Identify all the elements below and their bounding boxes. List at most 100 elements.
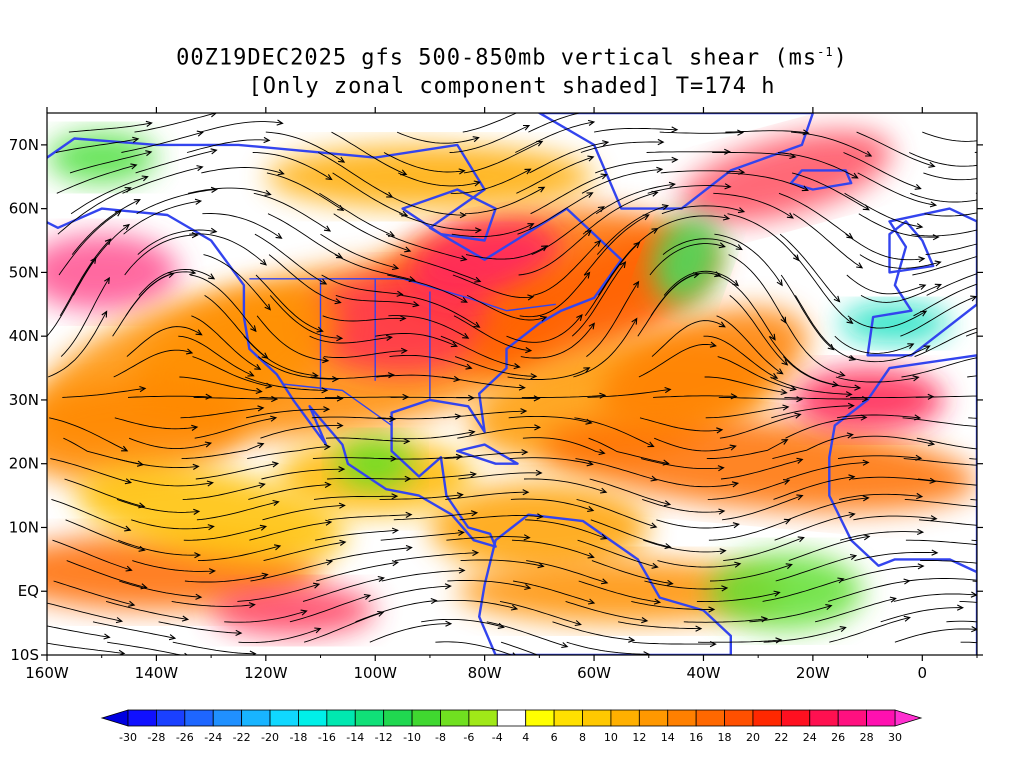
- streamline: [138, 268, 215, 296]
- colorbar-label: -28: [147, 731, 165, 744]
- colorbar-under-triangle: [100, 709, 129, 727]
- streamline: [255, 274, 323, 332]
- streamline-arrow: [978, 176, 984, 181]
- streamline-arrow: [387, 231, 396, 237]
- streamline: [179, 376, 262, 393]
- streamline: [186, 139, 270, 153]
- streamline: [912, 256, 977, 276]
- lat-tick-label: 20N: [9, 455, 39, 473]
- streamline: [844, 192, 923, 228]
- lon-tick-label: 40W: [687, 664, 721, 682]
- coastline: [789, 169, 853, 191]
- streamline: [331, 131, 407, 175]
- streamline-arrow: [458, 168, 466, 175]
- streamline: [522, 437, 605, 454]
- colorbar-label: 10: [604, 731, 618, 744]
- streamline: [453, 315, 531, 352]
- streamline: [722, 495, 803, 521]
- coastline: [401, 188, 497, 242]
- streamline-arrow: [128, 600, 136, 607]
- streamline-arrow: [145, 120, 153, 127]
- streamline-arrow: [404, 246, 412, 253]
- streamline-arrow: [980, 162, 986, 167]
- streamline-arrow: [771, 372, 779, 379]
- streamline-arrow: [724, 183, 732, 190]
- lat-tick-label: 70N: [9, 136, 39, 154]
- streamline-arrow: [916, 528, 925, 536]
- lat-tick-label: 40N: [9, 327, 39, 345]
- streamline: [254, 233, 327, 285]
- streamline: [511, 539, 594, 558]
- streamline: [663, 270, 739, 296]
- streamline-arrow: [650, 522, 658, 529]
- streamline: [392, 473, 476, 480]
- streamline-arrow: [139, 385, 147, 393]
- shear-shade-patch: [679, 130, 892, 224]
- streamline: [598, 228, 658, 296]
- streamline-arrow: [196, 130, 204, 137]
- streamline: [565, 600, 648, 622]
- streamline-arrow: [664, 543, 672, 550]
- streamline-arrow: [386, 191, 394, 198]
- streamline-arrow: [786, 212, 794, 219]
- streamline: [259, 396, 343, 399]
- streamline-arrow: [136, 460, 145, 467]
- streamline: [252, 152, 332, 180]
- streamline: [706, 439, 788, 460]
- streamline: [788, 535, 870, 562]
- streamline: [248, 484, 331, 500]
- streamline: [661, 205, 745, 215]
- streamline-arrow: [389, 415, 397, 423]
- streamline: [778, 192, 853, 239]
- streamline: [238, 628, 321, 644]
- streamline-arrow: [848, 474, 856, 481]
- streamline: [918, 519, 977, 526]
- colorbar-swatch: [468, 709, 498, 727]
- streamline: [925, 243, 977, 256]
- streamline: [923, 172, 977, 181]
- streamline-arrow: [208, 273, 216, 280]
- streamline-arrow: [193, 508, 201, 515]
- lon-tick-label: 0: [918, 664, 928, 682]
- streamline: [708, 519, 791, 541]
- streamline: [421, 618, 504, 628]
- streamline-arrow: [263, 136, 271, 144]
- streamline: [253, 192, 331, 232]
- streamline: [386, 233, 467, 261]
- streamline: [704, 376, 787, 394]
- colorbar-label: 6: [551, 731, 558, 744]
- shear-shade-patch: [47, 379, 250, 484]
- streamline-arrow: [320, 278, 328, 285]
- streamline-arrow: [260, 258, 267, 266]
- streamline-arrow: [530, 373, 538, 380]
- streamline: [703, 335, 778, 379]
- streamline: [244, 376, 328, 391]
- streamline-arrow: [276, 119, 284, 126]
- streamline: [518, 230, 592, 276]
- streamline: [204, 295, 268, 359]
- streamline: [784, 396, 868, 400]
- streamline: [782, 356, 860, 389]
- streamline-arrow: [325, 174, 333, 181]
- streamline: [913, 283, 977, 317]
- streamline: [447, 580, 531, 589]
- streamline: [705, 406, 789, 419]
- streamline: [632, 641, 716, 645]
- streamline-arrow: [311, 372, 319, 379]
- streamline: [380, 531, 464, 541]
- colorbar-swatch: [610, 709, 640, 727]
- streamline: [858, 213, 939, 238]
- streamline-arrow: [783, 518, 792, 525]
- streamline-arrow: [192, 463, 200, 470]
- streamline-arrow: [848, 355, 857, 361]
- streamline: [581, 168, 663, 194]
- streamline: [860, 284, 941, 303]
- streamline: [901, 357, 977, 378]
- streamline: [465, 245, 548, 260]
- coastline: [888, 220, 935, 274]
- streamline: [856, 131, 935, 167]
- colorbar-label: -6: [463, 731, 474, 744]
- streamline: [893, 593, 977, 602]
- streamline-arrow: [377, 610, 385, 617]
- shear-shade-patch: [429, 482, 649, 573]
